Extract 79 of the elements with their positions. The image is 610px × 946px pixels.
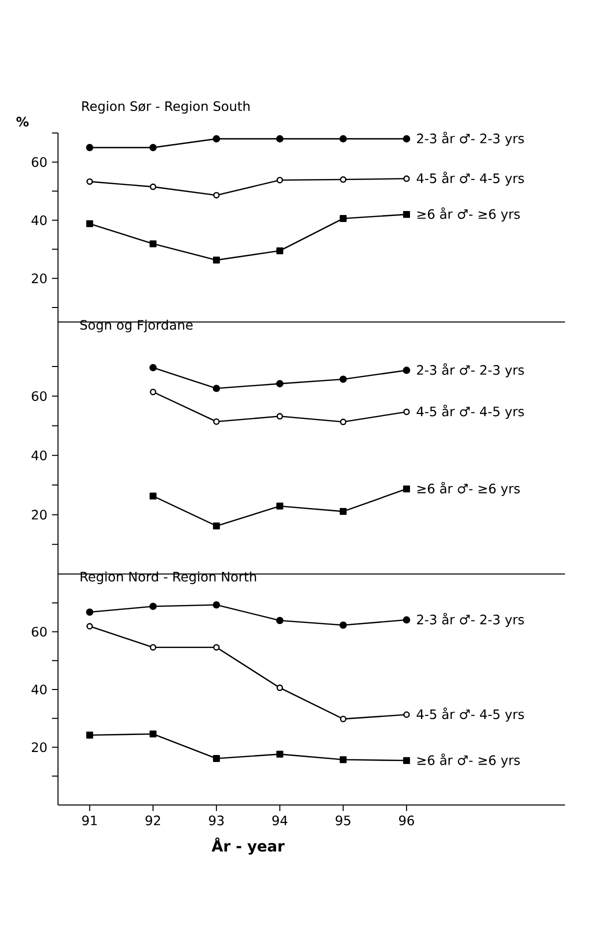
series-label: 2-3 år ♂- 2-3 yrs xyxy=(417,612,524,627)
point xyxy=(149,144,157,152)
point xyxy=(403,210,410,218)
y-axis-title: % xyxy=(16,116,29,127)
point xyxy=(276,616,284,624)
point xyxy=(402,135,410,142)
x-tick-label: 93 xyxy=(208,816,224,826)
x-axis-title: År - year xyxy=(212,838,285,855)
x-tick-label: 96 xyxy=(399,816,414,826)
point xyxy=(86,623,93,630)
y-tick-label: 20 xyxy=(32,510,47,520)
y-tick-label: 40 xyxy=(32,684,47,694)
point xyxy=(276,684,284,692)
x-tick-label: 91 xyxy=(82,816,97,826)
point xyxy=(340,135,347,142)
point xyxy=(403,175,410,182)
point xyxy=(276,750,284,758)
series-label: 4-5 år ♂- 4-5 yrs xyxy=(416,404,524,419)
point xyxy=(86,144,94,152)
point xyxy=(212,522,220,530)
point xyxy=(340,376,347,383)
point xyxy=(150,492,157,500)
chart-title: Region Sør - Region South xyxy=(82,100,250,114)
point xyxy=(276,413,284,420)
series-label: ≥6 år ♂- ≥6 yrs xyxy=(417,482,520,496)
point xyxy=(276,247,284,254)
series-label: 4-5 år ♂- 4-5 yrs xyxy=(416,708,524,722)
point xyxy=(276,176,284,184)
chart-title: Sogn og Fjordane xyxy=(80,320,193,332)
y-tick-label: 20 xyxy=(32,742,47,752)
point xyxy=(340,508,347,515)
point xyxy=(212,256,220,264)
x-tick-label: 95 xyxy=(336,816,350,826)
point xyxy=(86,178,93,185)
y-tick-label: 60 xyxy=(32,157,47,168)
y-tick-label: 40 xyxy=(32,450,47,460)
point xyxy=(340,756,347,764)
point xyxy=(212,601,220,609)
y-tick-label: 40 xyxy=(32,215,47,226)
point xyxy=(340,716,346,722)
series-label: 2-3 år ♂- 2-3 yrs xyxy=(417,132,524,146)
series-label: 2-3 år ♂- 2-3 yrs xyxy=(417,363,524,378)
point xyxy=(340,176,346,183)
point xyxy=(212,135,220,142)
point xyxy=(150,388,156,396)
point xyxy=(403,408,410,416)
point xyxy=(340,215,347,222)
point xyxy=(86,220,94,228)
point xyxy=(402,366,410,374)
point xyxy=(276,135,284,142)
point xyxy=(150,240,157,248)
point xyxy=(403,711,410,718)
y-tick-label: 20 xyxy=(32,273,47,284)
point xyxy=(149,602,157,610)
point xyxy=(212,755,220,762)
point xyxy=(86,608,94,616)
point xyxy=(403,757,410,764)
y-tick-label: 60 xyxy=(32,626,47,637)
point xyxy=(403,485,410,492)
point xyxy=(86,732,94,739)
point xyxy=(402,616,410,624)
series-label: 4-5 år ♂- 4-5 yrs xyxy=(416,172,524,186)
point xyxy=(340,621,347,629)
point xyxy=(213,644,220,651)
point xyxy=(340,418,346,426)
series-label: ≥6 år ♂- ≥6 yrs xyxy=(417,207,520,222)
point xyxy=(276,502,284,510)
series-label: ≥6 år ♂- ≥6 yrs xyxy=(417,753,520,768)
point xyxy=(149,364,157,372)
y-tick-label: 60 xyxy=(32,391,47,402)
point xyxy=(150,730,157,738)
point xyxy=(150,184,156,190)
point xyxy=(150,644,156,651)
x-tick-label: 92 xyxy=(146,816,160,826)
point xyxy=(213,192,220,198)
point xyxy=(213,418,220,425)
point xyxy=(212,384,220,392)
point xyxy=(276,380,284,388)
x-tick-label: 94 xyxy=(272,816,288,826)
